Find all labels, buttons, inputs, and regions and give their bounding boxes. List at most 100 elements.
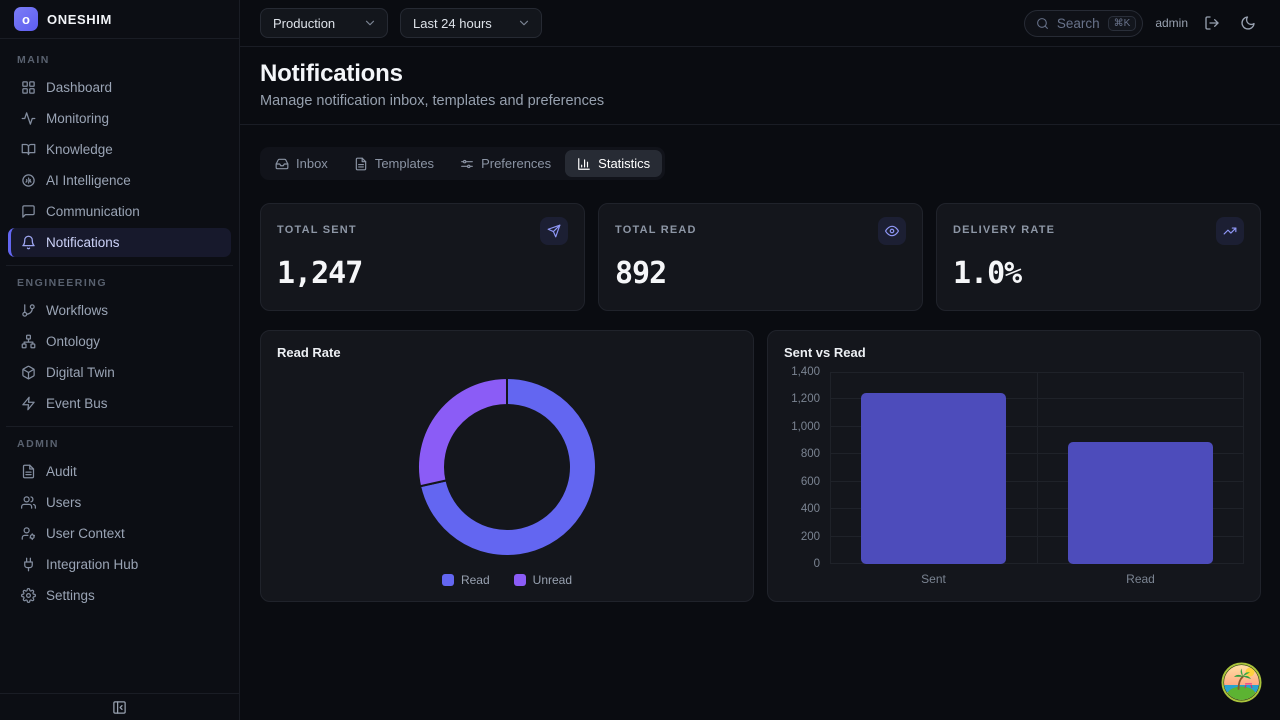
main-area: Production Last 24 hours Search ⌘K admin (240, 0, 1280, 720)
search-shortcut-badge: ⌘K (1107, 15, 1137, 31)
grid-icon (21, 80, 36, 95)
y-tick-label: 800 (800, 448, 820, 461)
gridline-vertical (830, 372, 831, 564)
sidebar-item-label: Communication (46, 204, 140, 219)
tropical-island-icon (1221, 662, 1262, 703)
time-range-select-value: Last 24 hours (413, 15, 492, 31)
sidebar-item-label: Users (46, 495, 82, 510)
stat-label: TOTAL SENT (277, 224, 357, 236)
git-branch-icon (21, 303, 36, 318)
sidebar-item-label: Audit (46, 464, 77, 479)
section-label-admin: ADMIN (17, 438, 59, 450)
legend-swatch (441, 574, 454, 586)
sidebar-item-user-context[interactable]: User Context (8, 519, 231, 548)
sidebar-divider (6, 265, 233, 266)
sidebar-item-audit[interactable]: Audit (8, 457, 231, 486)
sidebar-item-integration-hub[interactable]: Integration Hub (8, 550, 231, 579)
stat-card-delivery-rate: DELIVERY RATE 1.0% (936, 203, 1261, 311)
sidebar-item-label: Integration Hub (46, 557, 139, 572)
y-tick-label: 200 (800, 530, 820, 543)
legend-item-unread: Unread (513, 573, 572, 587)
sidebar-item-dashboard[interactable]: Dashboard (8, 73, 231, 102)
environment-select[interactable]: Production (260, 8, 388, 38)
chart-cards: Read Rate Read Unread Sent vs Read 0 200 40… (260, 330, 1261, 602)
sidebar-item-monitoring[interactable]: Monitoring (8, 104, 231, 133)
tab-templates[interactable]: Templates (342, 150, 446, 177)
sidebar-item-ai-intelligence[interactable]: AI Intelligence (8, 166, 231, 195)
sidebar-item-users[interactable]: Users (8, 488, 231, 517)
sidebar-item-label: Digital Twin (46, 365, 115, 380)
sidebar-item-label: Dashboard (46, 80, 113, 95)
read-rate-chart-card: Read Rate Read Unread (260, 330, 754, 602)
brand-name: ONESHIM (47, 11, 112, 27)
section-label-engineering: ENGINEERING (17, 277, 108, 289)
sidebar-nav: MAIN Dashboard Monitoring Knowledge AI I… (0, 39, 239, 693)
sidebar-item-workflows[interactable]: Workflows (8, 296, 231, 325)
gear-icon (21, 588, 36, 603)
sidebar-item-digital-twin[interactable]: Digital Twin (8, 358, 231, 387)
send-icon (540, 217, 568, 245)
sidebar-item-label: Settings (46, 588, 95, 603)
sidebar-item-communication[interactable]: Communication (8, 197, 231, 226)
logout-button[interactable] (1200, 11, 1224, 35)
donut-slice-unread (417, 376, 508, 487)
chart-title: Sent vs Read (784, 345, 866, 360)
chart-title: Read Rate (277, 345, 341, 360)
sidebar-item-label: Notifications (46, 235, 120, 250)
donut-chart-svg (417, 376, 597, 557)
bar-chart-icon (577, 157, 591, 171)
eye-icon (878, 217, 906, 245)
sidebar-item-label: Ontology (46, 334, 101, 349)
search-input[interactable]: Search ⌘K (1023, 9, 1144, 37)
stat-label: TOTAL READ (615, 224, 697, 236)
bell-icon (21, 235, 36, 250)
tab-label: Templates (374, 156, 435, 171)
tab-bar: Inbox Templates Preferences Statistics (260, 147, 666, 180)
cube-icon (21, 365, 36, 380)
sidebar-item-ontology[interactable]: Ontology (8, 327, 231, 356)
sidebar-header: o ONESHIM (0, 0, 239, 39)
sent-vs-read-chart-card: Sent vs Read 0 200 400 600 800 1,000 1,200 1,40… (767, 330, 1261, 602)
sidebar-item-event-bus[interactable]: Event Bus (8, 389, 231, 418)
tab-inbox[interactable]: Inbox (263, 150, 340, 177)
tab-statistics[interactable]: Statistics (565, 150, 663, 177)
legend-swatch (513, 574, 526, 586)
file-text-icon (21, 464, 36, 479)
section-label-main: MAIN (17, 54, 50, 66)
activity-icon (21, 111, 36, 126)
chevron-down-icon (363, 16, 377, 30)
sidebar-item-knowledge[interactable]: Knowledge (8, 135, 231, 164)
bar-read (1068, 441, 1213, 564)
user-cog-icon (21, 526, 36, 541)
stat-value: 892 (615, 256, 667, 291)
tab-label: Inbox (296, 156, 328, 171)
tab-preferences[interactable]: Preferences (448, 150, 563, 177)
file-text-icon (354, 157, 368, 171)
gridline-vertical (1037, 372, 1038, 564)
sidebar-collapse-button[interactable] (108, 696, 131, 719)
bar-chart: 0 200 400 600 800 1,000 1,200 1,400 Sent Read (784, 366, 1244, 589)
tab-label: Statistics (598, 156, 651, 171)
sliders-icon (460, 157, 474, 171)
sidebar-item-notifications[interactable]: Notifications (8, 228, 231, 257)
sidebar-divider (6, 426, 233, 427)
tab-label: Preferences (481, 156, 552, 171)
x-category-label: Read (1126, 572, 1155, 586)
search-icon (1036, 17, 1049, 30)
network-icon (21, 334, 36, 349)
donut-slice-read (418, 376, 597, 557)
sidebar: o ONESHIM MAIN Dashboard Monitoring Know… (0, 0, 240, 720)
stat-value: 1.0% (953, 256, 1022, 291)
plug-icon (21, 557, 36, 572)
log-out-icon (1204, 15, 1220, 31)
theme-toggle-button[interactable] (1236, 11, 1260, 35)
time-range-select[interactable]: Last 24 hours (400, 8, 542, 38)
inbox-icon (275, 157, 289, 171)
book-open-icon (21, 142, 36, 157)
island-widget-button[interactable] (1221, 662, 1262, 703)
chevron-down-icon (517, 16, 531, 30)
stat-label: DELIVERY RATE (953, 224, 1056, 236)
sidebar-item-settings[interactable]: Settings (8, 581, 231, 610)
y-tick-label: 1,000 (791, 420, 820, 433)
stat-value: 1,247 (277, 256, 363, 291)
